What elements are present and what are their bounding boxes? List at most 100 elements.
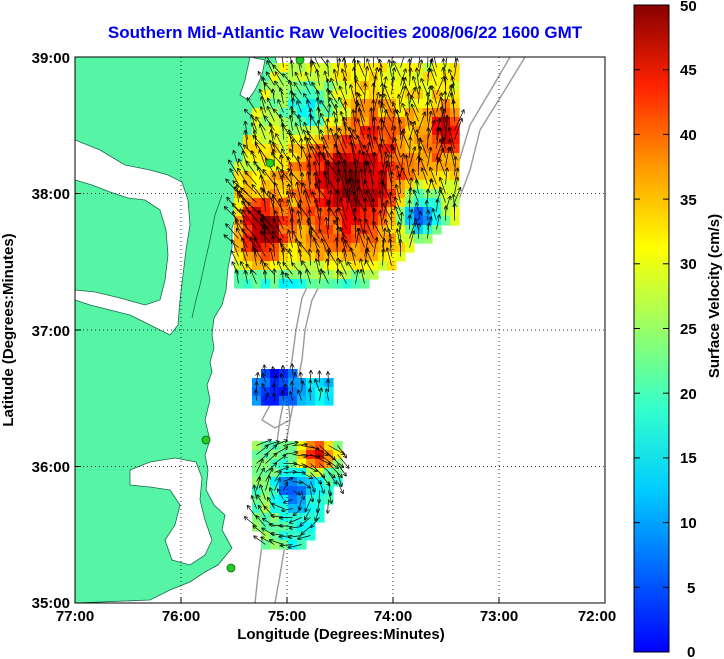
velocity-cell — [252, 144, 262, 154]
velocity-cell — [396, 243, 406, 253]
velocity-cell — [342, 180, 352, 190]
velocity-cell — [297, 189, 307, 199]
velocity-cell — [360, 252, 370, 262]
velocity-cell — [297, 216, 307, 226]
velocity-cell — [333, 144, 343, 154]
velocity-vector — [265, 454, 277, 464]
velocity-cell — [234, 207, 244, 217]
velocity-vector — [395, 198, 401, 212]
velocity-cell — [279, 126, 289, 136]
velocity-vector — [355, 151, 360, 176]
velocity-vector — [265, 469, 273, 482]
velocity-cell — [333, 90, 343, 100]
velocity-cell — [288, 234, 298, 244]
velocity-cell — [369, 144, 379, 154]
velocity-cell — [414, 189, 424, 199]
velocity-cell — [306, 126, 316, 136]
velocity-vector — [299, 115, 302, 131]
velocity-vector — [320, 209, 321, 230]
velocity-cell — [432, 81, 442, 91]
station-marker — [265, 158, 275, 168]
velocity-cell — [288, 513, 298, 523]
velocity-vector — [318, 121, 319, 140]
velocity-cell — [297, 90, 307, 100]
velocity-cell — [288, 270, 298, 280]
velocity-cell — [423, 81, 433, 91]
velocity-cell — [252, 513, 262, 523]
velocity-cell — [279, 270, 289, 280]
velocity-cell — [270, 135, 280, 145]
velocity-cell — [333, 63, 343, 73]
velocity-vector — [268, 107, 275, 122]
velocity-vector — [310, 250, 311, 266]
velocity-vector — [256, 478, 260, 491]
y-tick-labels: 39:00 38:00 37:00 36:00 35:00 — [32, 50, 70, 612]
velocity-vector — [337, 59, 340, 77]
velocity-cell — [369, 72, 379, 82]
x-axis-label: Longitude (Degrees:Minutes) — [237, 626, 445, 643]
velocity-vector — [396, 185, 401, 203]
velocity-cell — [333, 81, 343, 91]
velocity-cell — [243, 225, 253, 235]
velocity-vector — [253, 247, 257, 266]
velocity-vector — [328, 60, 329, 77]
velocity-cell — [279, 207, 289, 217]
velocity-cell — [279, 378, 289, 388]
velocity-field-south — [245, 440, 349, 550]
velocity-vector — [261, 232, 275, 248]
velocity-cell — [387, 261, 397, 271]
velocity-vector — [391, 57, 393, 68]
velocity-cell — [315, 234, 325, 244]
velocity-cell — [297, 243, 307, 253]
velocity-vector — [292, 490, 301, 495]
velocity-cell — [360, 63, 370, 73]
velocity-cell — [306, 261, 316, 271]
velocity-vector — [257, 373, 258, 383]
velocity-cell — [405, 81, 415, 91]
velocity-cell — [414, 207, 424, 217]
velocity-vector — [338, 152, 347, 176]
velocity-cell — [288, 504, 298, 514]
velocity-vector — [244, 145, 257, 158]
velocity-cell — [270, 162, 280, 172]
colorbar-tick-label: 35 — [680, 192, 697, 209]
velocity-cell — [423, 171, 433, 181]
velocity-cell — [306, 504, 316, 514]
velocity-cell — [405, 153, 415, 163]
velocity-cell — [243, 216, 253, 226]
velocity-cell — [261, 243, 271, 253]
velocity-vector — [364, 238, 369, 257]
velocity-vector — [430, 100, 437, 122]
velocity-vector — [437, 158, 438, 176]
velocity-vector — [301, 526, 311, 535]
velocity-vector — [382, 201, 388, 221]
velocity-cell — [261, 486, 271, 496]
velocity-cell — [270, 540, 280, 550]
velocity-cell — [405, 162, 415, 172]
velocity-vector — [254, 526, 266, 536]
velocity-vector — [252, 496, 257, 509]
velocity-cell — [306, 279, 316, 289]
velocity-vector — [361, 270, 365, 284]
velocity-cell — [270, 279, 280, 289]
velocity-cell — [279, 63, 289, 73]
velocity-vector — [245, 271, 248, 284]
velocity-vector — [339, 129, 347, 149]
velocity-vector — [265, 264, 275, 275]
velocity-vector — [286, 274, 293, 284]
velocity-cell — [387, 225, 397, 235]
velocity-cell — [396, 162, 406, 172]
velocity-cell — [423, 225, 433, 235]
velocity-vector — [315, 184, 329, 203]
velocity-vector — [341, 199, 347, 221]
velocity-vector — [310, 454, 330, 465]
velocity-cell — [414, 72, 424, 82]
velocity-vector — [395, 207, 401, 221]
velocity-vector — [328, 454, 344, 468]
velocity-vector — [274, 456, 286, 464]
velocity-vector — [328, 490, 332, 503]
velocity-vector — [417, 203, 419, 212]
velocity-vector — [436, 77, 444, 95]
velocity-vector — [226, 180, 239, 194]
velocity-cell — [432, 144, 442, 154]
